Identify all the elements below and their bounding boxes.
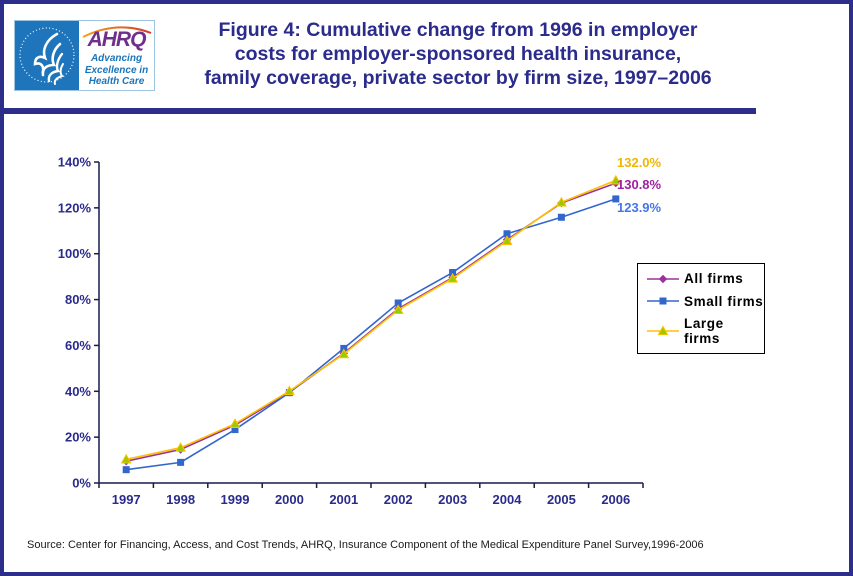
ahrq-tagline-line: Advancing <box>90 53 143 64</box>
marker-square <box>340 344 348 352</box>
figure-title: Figure 4: Cumulative change from 1996 in… <box>160 18 756 90</box>
series-line-large-firms <box>126 179 617 461</box>
y-tick-label: 20% <box>65 430 91 445</box>
y-tick-label: 0% <box>72 476 91 491</box>
ahrq-logo: AHRQ Advancing Excellence in Health Care <box>79 21 154 90</box>
y-tick-label: 120% <box>58 200 92 215</box>
hhs-seal <box>15 21 79 90</box>
marker-square <box>659 297 667 305</box>
header-divider <box>4 108 756 114</box>
x-category-label: 1997 <box>112 492 141 507</box>
legend-label: All firms <box>684 271 744 287</box>
legend-item-all-firms: All firms <box>646 271 764 286</box>
ahrq-tagline-line: Health Care <box>88 76 145 87</box>
hhs-ahrq-logo: AHRQ Advancing Excellence in Health Care <box>14 20 155 91</box>
ahrq-tagline: Advancing Excellence in Health Care <box>79 53 154 88</box>
title-line-1: Figure 4: Cumulative change from 1996 in… <box>218 19 698 41</box>
marker-square <box>557 213 565 221</box>
y-tick-label: 60% <box>65 338 91 353</box>
marker-triangle <box>610 174 622 185</box>
marker-square <box>449 269 457 277</box>
y-tick-label: 100% <box>58 246 92 261</box>
marker-triangle <box>657 325 669 335</box>
marker-triangle <box>120 453 132 464</box>
marker-square <box>231 426 239 434</box>
legend-marker-small-firms-icon <box>647 297 679 305</box>
y-tick-label: 80% <box>65 292 91 307</box>
legend-item-small-firms: Small firms <box>646 294 764 309</box>
ahrq-tagline-line: Excellence in <box>84 64 149 76</box>
marker-square <box>177 458 185 466</box>
legend-label: Large firms <box>683 315 724 346</box>
data-label-small-firms: 123.9% <box>617 200 662 215</box>
title-line-3: family coverage, private sector by firm … <box>204 67 712 89</box>
data-label-all-firms: 130.8% <box>617 177 662 192</box>
marker-diamond <box>658 274 668 283</box>
marker-triangle <box>338 348 350 359</box>
marker-square <box>122 466 130 474</box>
marker-triangle <box>555 196 567 207</box>
marker-square <box>503 230 511 238</box>
data-label-large-firms: 132.0% <box>617 155 662 170</box>
x-category-label: 2006 <box>601 492 630 507</box>
title-line-2: costs for employer-sponsored health insu… <box>234 43 682 65</box>
x-category-label: 2001 <box>329 492 358 507</box>
ahrq-arc-icon <box>82 26 152 38</box>
hhs-eagle-icon <box>19 27 75 85</box>
y-tick-label: 140% <box>58 155 92 170</box>
x-category-label: 2004 <box>493 492 523 507</box>
marker-triangle <box>392 304 404 314</box>
marker-triangle <box>175 442 187 452</box>
legend-marker-all-firms-icon <box>647 274 679 283</box>
marker-triangle <box>447 272 459 283</box>
x-category-label: 2002 <box>384 492 413 507</box>
marker-triangle <box>283 385 295 396</box>
x-category-label: 2000 <box>275 492 304 507</box>
x-category-label: 1999 <box>221 492 250 507</box>
legend-box: All firms Small firms Large firms <box>637 263 765 354</box>
marker-square <box>394 299 402 307</box>
marker-triangle <box>229 418 241 428</box>
series-line-all-firms <box>126 182 617 462</box>
line-chart: 0% 20% 40% 60% 80% 100% 120% 140% 1997 1998 1999 20… <box>58 155 644 507</box>
source-note: Source: Center for Financing, Access, an… <box>27 539 704 551</box>
legend-item-large-firms: Large firms <box>646 316 764 346</box>
marker-square <box>612 195 620 203</box>
x-category-label: 2003 <box>438 492 467 507</box>
marker-triangle <box>501 235 513 245</box>
ahrq-wordmark: AHRQ <box>87 28 147 51</box>
x-category-label: 2005 <box>547 492 576 507</box>
legend-label: Small firms <box>684 293 764 309</box>
legend-marker-large-firms-icon <box>646 325 679 335</box>
y-tick-label: 40% <box>65 384 91 399</box>
x-category-label: 1998 <box>166 492 195 507</box>
series-line-small-firms <box>126 198 617 471</box>
